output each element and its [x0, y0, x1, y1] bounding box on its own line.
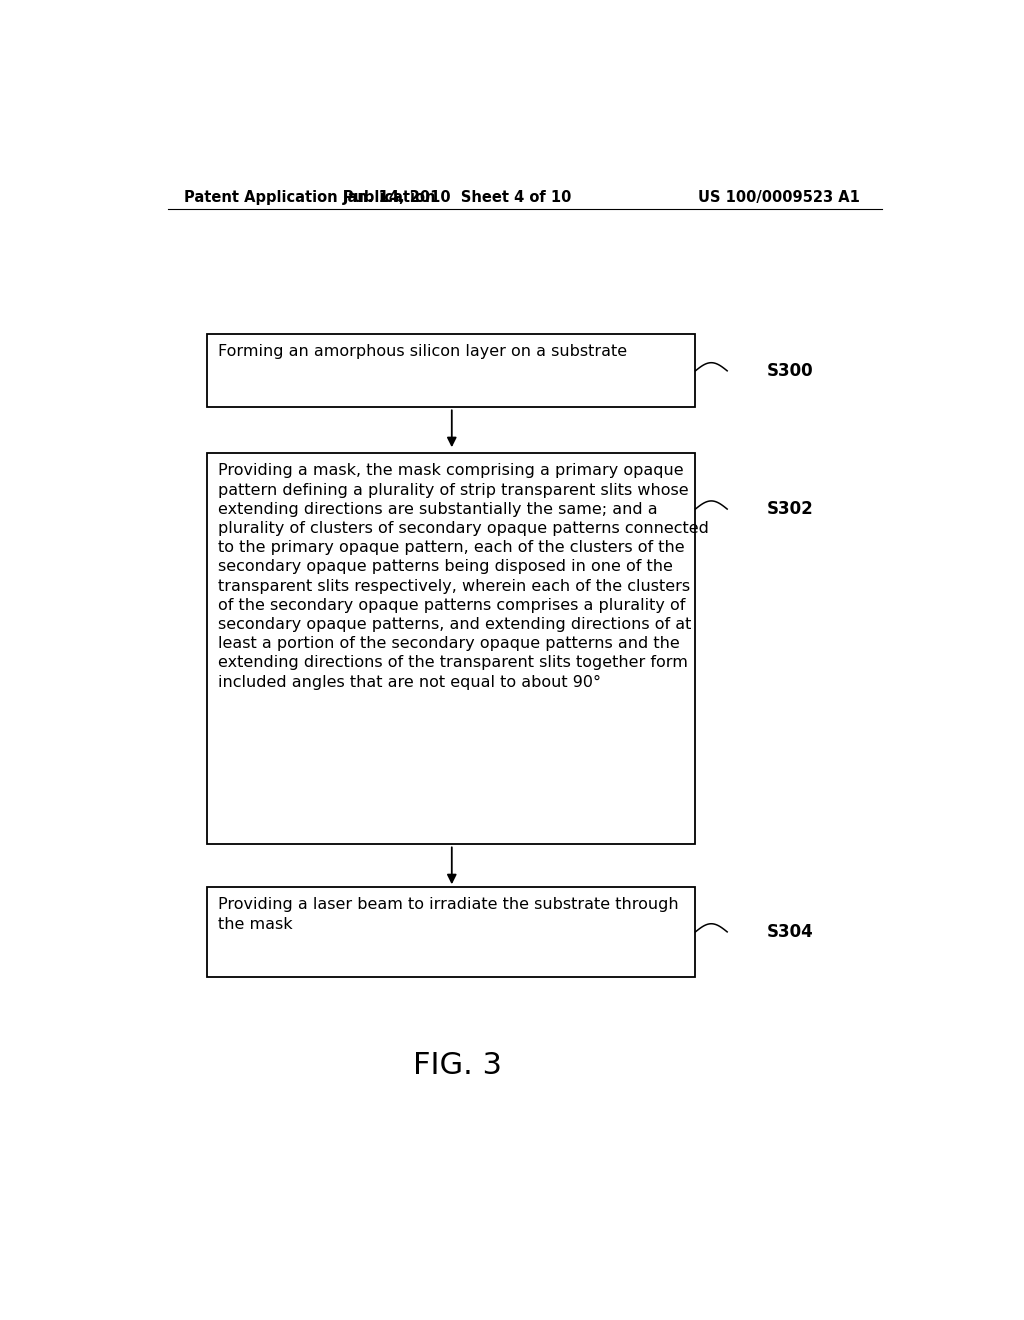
Text: Providing a laser beam to irradiate the substrate through
the mask: Providing a laser beam to irradiate the …	[218, 898, 678, 932]
Text: S302: S302	[767, 500, 814, 517]
Text: Jan. 14, 2010  Sheet 4 of 10: Jan. 14, 2010 Sheet 4 of 10	[343, 190, 572, 205]
Bar	[207, 334, 695, 408]
Bar	[207, 887, 695, 977]
Text: Patent Application Publication: Patent Application Publication	[183, 190, 435, 205]
Text: US 100/0009523 A1: US 100/0009523 A1	[697, 190, 860, 205]
Bar	[207, 453, 695, 845]
Text: S300: S300	[767, 362, 813, 380]
Text: S304: S304	[767, 923, 814, 941]
Text: Providing a mask, the mask comprising a primary opaque
pattern defining a plural: Providing a mask, the mask comprising a …	[218, 463, 709, 689]
Text: FIG. 3: FIG. 3	[413, 1051, 502, 1080]
Text: Forming an amorphous silicon layer on a substrate: Forming an amorphous silicon layer on a …	[218, 345, 627, 359]
